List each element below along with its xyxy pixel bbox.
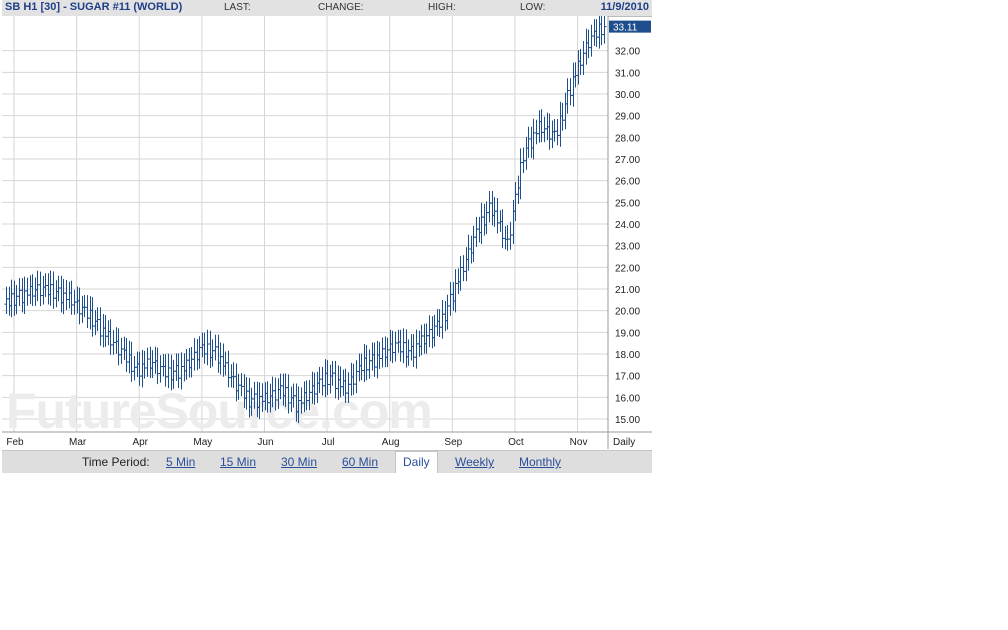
chart-widget: SB H1 [30] - SUGAR #11 (WORLD) LAST: CHA… bbox=[2, 0, 652, 473]
period-5min-link[interactable]: 5 Min bbox=[166, 455, 196, 469]
last-label: LAST: bbox=[224, 2, 251, 13]
y-tick-label: 28.00 bbox=[615, 133, 640, 144]
y-tick-label: 17.00 bbox=[615, 372, 640, 383]
x-tick-label: May bbox=[193, 437, 212, 448]
change-label: CHANGE: bbox=[318, 2, 364, 13]
period-15min-link[interactable]: 15 Min bbox=[220, 455, 257, 469]
y-tick-label: 23.00 bbox=[615, 242, 640, 253]
y-tick-label: 25.00 bbox=[615, 198, 640, 209]
y-tick-label: 15.00 bbox=[615, 415, 640, 426]
y-tick-label: 22.00 bbox=[615, 263, 640, 274]
time-period-toolbar: Time Period: 5 Min 15 Min 30 Min 60 Min … bbox=[2, 450, 652, 473]
period-60min-link[interactable]: 60 Min bbox=[342, 455, 379, 469]
price-chart: 15.00 16.00 17.00 18.00 19.00 20.00 21.00 22.00… bbox=[2, 16, 652, 449]
time-period-label: Time Period: bbox=[82, 455, 150, 469]
symbol-title: SB H1 [30] - SUGAR #11 (WORLD) bbox=[5, 1, 183, 13]
x-tick-label: Jul bbox=[322, 437, 335, 448]
x-tick-label: Apr bbox=[132, 437, 148, 448]
x-tick-label: Jun bbox=[257, 437, 273, 448]
ohlc-bar bbox=[602, 16, 607, 44]
y-tick-label: 27.00 bbox=[615, 155, 640, 166]
y-tick-label: 32.00 bbox=[615, 47, 640, 58]
watermark-text: FutureSource.com bbox=[6, 383, 432, 439]
y-tick-label: 31.00 bbox=[615, 68, 640, 79]
period-monthly-link[interactable]: Monthly bbox=[519, 455, 562, 469]
x-tick-label: Oct bbox=[508, 437, 524, 448]
quote-date: 11/9/2010 bbox=[600, 1, 649, 13]
low-label: LOW: bbox=[520, 2, 546, 13]
period-daily-tab[interactable]: Daily bbox=[395, 451, 438, 473]
x-tick-label: Sep bbox=[444, 437, 462, 448]
period-weekly-link[interactable]: Weekly bbox=[455, 455, 495, 469]
x-tick-label: Feb bbox=[6, 437, 24, 448]
x-axis-label: Daily bbox=[613, 437, 635, 448]
x-tick-label: Nov bbox=[570, 437, 588, 448]
last-value-label: 33.11 bbox=[613, 23, 638, 34]
y-tick-label: 24.00 bbox=[615, 220, 640, 231]
x-tick-label: Aug bbox=[382, 437, 400, 448]
y-tick-label: 29.00 bbox=[615, 112, 640, 123]
high-label: HIGH: bbox=[428, 2, 456, 13]
ohlc-series bbox=[4, 16, 607, 424]
y-tick-label: 19.00 bbox=[615, 328, 640, 339]
last-value-badge bbox=[609, 20, 651, 33]
y-tick-label: 30.00 bbox=[615, 90, 640, 101]
x-tick-label: Mar bbox=[69, 437, 87, 448]
y-tick-label: 26.00 bbox=[615, 177, 640, 188]
y-tick-label: 20.00 bbox=[615, 307, 640, 318]
y-tick-label: 21.00 bbox=[615, 285, 640, 296]
y-tick-label: 18.00 bbox=[615, 350, 640, 361]
y-tick-label: 16.00 bbox=[615, 393, 640, 404]
period-30min-link[interactable]: 30 Min bbox=[281, 455, 318, 469]
quote-header: SB H1 [30] - SUGAR #11 (WORLD) LAST: CHA… bbox=[2, 0, 652, 17]
